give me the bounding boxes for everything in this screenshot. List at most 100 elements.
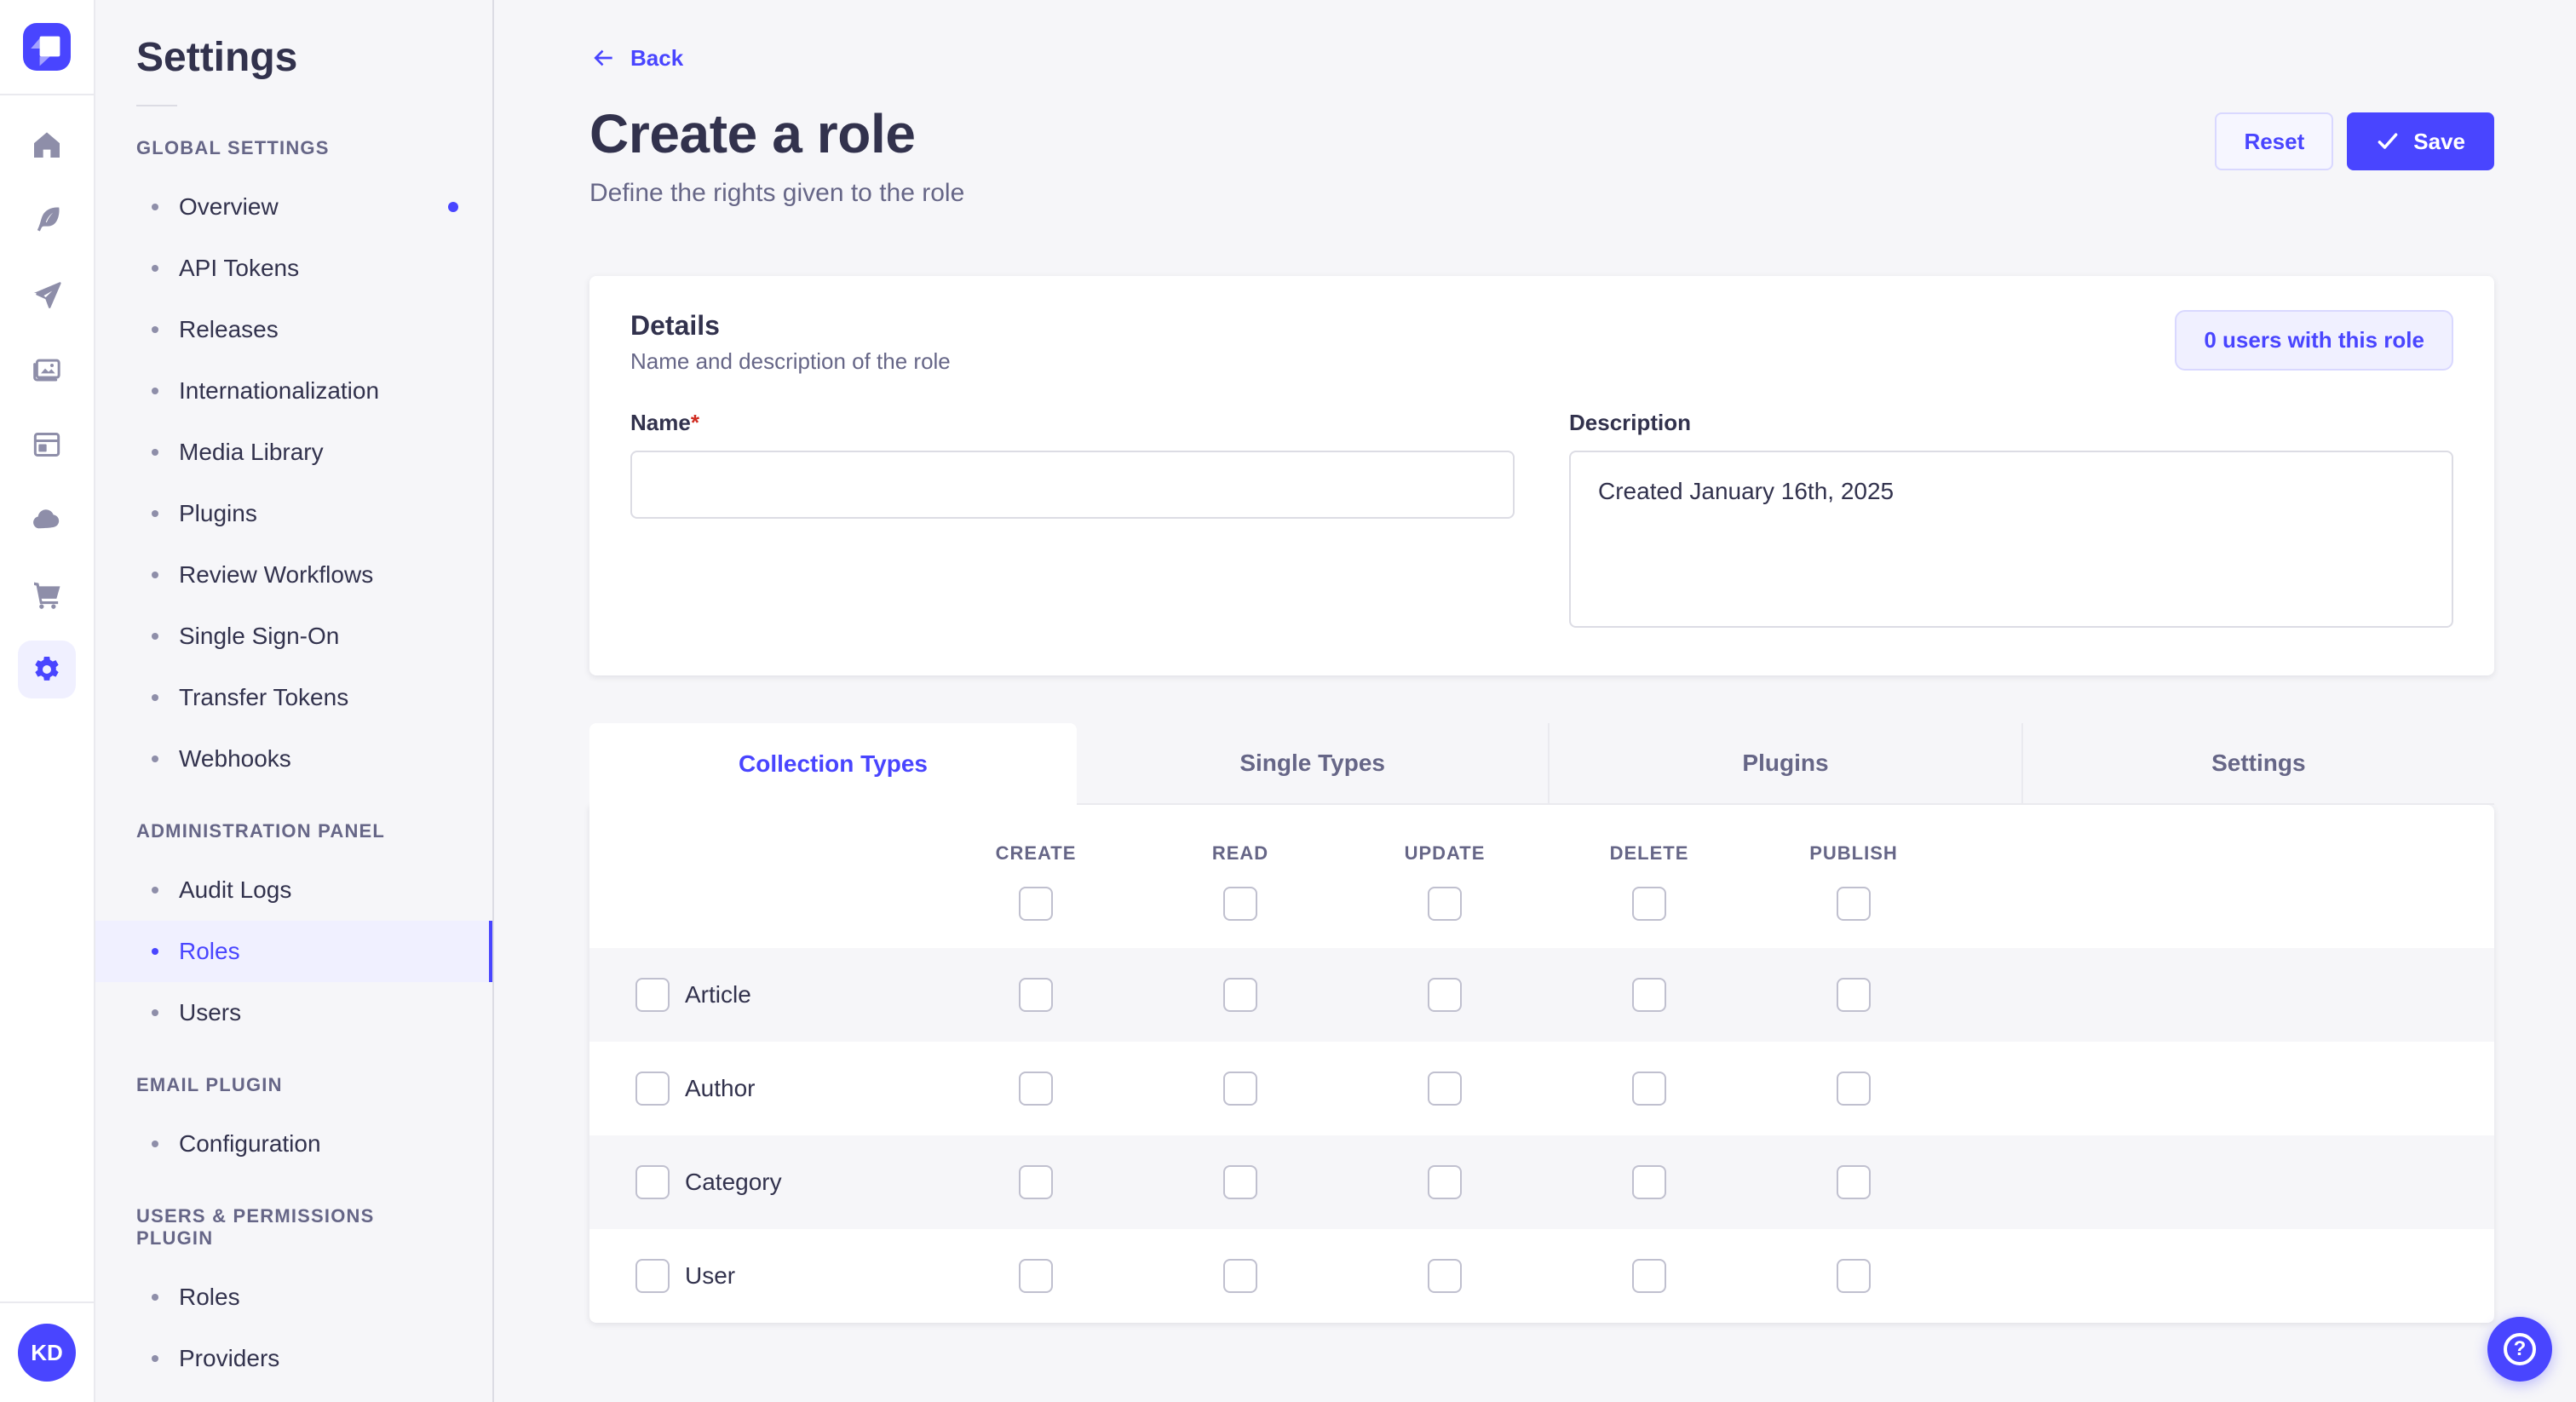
article-create-checkbox[interactable] (1019, 978, 1053, 1012)
bullet-icon (152, 887, 158, 893)
tab-settings[interactable]: Settings (2021, 723, 2494, 803)
sidebar-item-users[interactable]: Users (95, 982, 492, 1043)
required-asterisk: * (690, 410, 699, 435)
select-all-publish-checkbox[interactable] (1837, 887, 1871, 921)
permissions-table-header: CREATE READ UPDATE DELETE PUBLISH (589, 805, 2494, 948)
article-publish-checkbox[interactable] (1837, 978, 1871, 1012)
send-icon[interactable] (18, 266, 76, 324)
row-label: Author (685, 1075, 756, 1101)
sidebar-item-label: Audit Logs (179, 876, 292, 903)
bullet-icon (152, 388, 158, 394)
subnav-section: USERS & PERMISSIONS PLUGIN Roles Providers (95, 1205, 492, 1389)
tab-plugins[interactable]: Plugins (1548, 723, 2021, 803)
cart-icon[interactable] (18, 566, 76, 623)
bullet-icon (152, 265, 158, 272)
settings-icon[interactable] (18, 641, 76, 698)
bullet-icon (152, 449, 158, 456)
rail-bottom: KD (0, 1301, 94, 1402)
select-all-read-checkbox[interactable] (1223, 887, 1257, 921)
user-delete-checkbox[interactable] (1632, 1259, 1666, 1293)
app-icon-rail: KD (0, 0, 95, 1402)
select-row-author-checkbox[interactable] (635, 1072, 670, 1106)
description-textarea[interactable]: Created January 16th, 2025 (1569, 451, 2453, 628)
select-all-update-checkbox[interactable] (1428, 887, 1462, 921)
article-update-checkbox[interactable] (1428, 978, 1462, 1012)
sidebar-item-audit-logs[interactable]: Audit Logs (95, 859, 492, 921)
strapi-logo-icon (23, 23, 71, 71)
author-delete-checkbox[interactable] (1632, 1072, 1666, 1106)
page-header: Create a role Define the rights given to… (589, 102, 2494, 208)
article-delete-checkbox[interactable] (1632, 978, 1666, 1012)
help-button[interactable]: ? (2487, 1317, 2552, 1382)
category-publish-checkbox[interactable] (1837, 1165, 1871, 1199)
author-update-checkbox[interactable] (1428, 1072, 1462, 1106)
select-row-user-checkbox[interactable] (635, 1259, 670, 1293)
select-all-row (589, 887, 2494, 921)
author-read-checkbox[interactable] (1223, 1072, 1257, 1106)
sidebar-item-configuration[interactable]: Configuration (95, 1113, 492, 1175)
sidebar-item-plugins[interactable]: Plugins (95, 483, 492, 544)
sidebar-item-roles[interactable]: Roles (95, 1267, 492, 1328)
reset-button[interactable]: Reset (2215, 112, 2334, 170)
sidebar-item-label: Roles (179, 938, 240, 964)
sidebar-item-label: Overview (179, 193, 279, 220)
sidebar-item-review-workflows[interactable]: Review Workflows (95, 544, 492, 606)
permissions-table-body: Article Author Category User (589, 948, 2494, 1323)
table-row-author: Author (589, 1042, 2494, 1135)
select-row-category-checkbox[interactable] (635, 1165, 670, 1199)
user-create-checkbox[interactable] (1019, 1259, 1053, 1293)
column-header-publish: PUBLISH (1809, 842, 1898, 864)
category-update-checkbox[interactable] (1428, 1165, 1462, 1199)
cloud-icon[interactable] (18, 491, 76, 549)
save-button[interactable]: Save (2347, 112, 2494, 170)
subnav-section: GLOBAL SETTINGS Overview API Tokens Release… (95, 137, 492, 790)
users-with-role-button[interactable]: 0 users with this role (2175, 310, 2453, 371)
name-label: Name* (630, 410, 699, 435)
column-header-read: READ (1211, 842, 1269, 864)
sidebar-item-providers[interactable]: Providers (95, 1328, 492, 1389)
media-library-icon[interactable] (18, 341, 76, 399)
strapi-logo[interactable] (0, 0, 94, 95)
sidebar-item-roles[interactable]: Roles (95, 921, 492, 982)
select-all-create-checkbox[interactable] (1019, 887, 1053, 921)
select-all-delete-checkbox[interactable] (1632, 887, 1666, 921)
sidebar-item-label: Review Workflows (179, 561, 374, 588)
sidebar-item-webhooks[interactable]: Webhooks (95, 728, 492, 790)
sidebar-item-releases[interactable]: Releases (95, 299, 492, 360)
row-label: Article (685, 981, 751, 1008)
user-update-checkbox[interactable] (1428, 1259, 1462, 1293)
category-read-checkbox[interactable] (1223, 1165, 1257, 1199)
user-read-checkbox[interactable] (1223, 1259, 1257, 1293)
sidebar-item-single-sign-on[interactable]: Single Sign-On (95, 606, 492, 667)
bullet-icon (152, 633, 158, 640)
layout-icon[interactable] (18, 416, 76, 474)
sidebar-item-internationalization[interactable]: Internationalization (95, 360, 492, 422)
save-label: Save (2413, 128, 2465, 154)
back-link[interactable]: Back (589, 44, 683, 72)
category-delete-checkbox[interactable] (1632, 1165, 1666, 1199)
bullet-icon (152, 510, 158, 517)
name-field-group: Name* (630, 405, 1515, 635)
feather-icon[interactable] (18, 191, 76, 249)
back-label: Back (630, 44, 684, 71)
category-create-checkbox[interactable] (1019, 1165, 1053, 1199)
permissions-section: Collection Types Single Types Plugins Setti… (589, 723, 2494, 1323)
author-create-checkbox[interactable] (1019, 1072, 1053, 1106)
article-read-checkbox[interactable] (1223, 978, 1257, 1012)
tab-collection-types[interactable]: Collection Types (589, 723, 1077, 805)
sidebar-item-api-tokens[interactable]: API Tokens (95, 238, 492, 299)
author-publish-checkbox[interactable] (1837, 1072, 1871, 1106)
name-input[interactable] (630, 451, 1515, 519)
sidebar-item-overview[interactable]: Overview (95, 176, 492, 238)
user-publish-checkbox[interactable] (1837, 1259, 1871, 1293)
tab-single-types[interactable]: Single Types (1077, 723, 1548, 803)
sidebar-item-media-library[interactable]: Media Library (95, 422, 492, 483)
select-row-article-checkbox[interactable] (635, 978, 670, 1012)
home-icon[interactable] (18, 116, 76, 174)
subnav-section: EMAIL PLUGIN Configuration (95, 1074, 492, 1175)
column-header-create: CREATE (995, 842, 1077, 864)
avatar[interactable]: KD (18, 1324, 76, 1382)
sidebar-item-label: Media Library (179, 439, 324, 465)
rail-nav (18, 95, 76, 698)
sidebar-item-transfer-tokens[interactable]: Transfer Tokens (95, 667, 492, 728)
